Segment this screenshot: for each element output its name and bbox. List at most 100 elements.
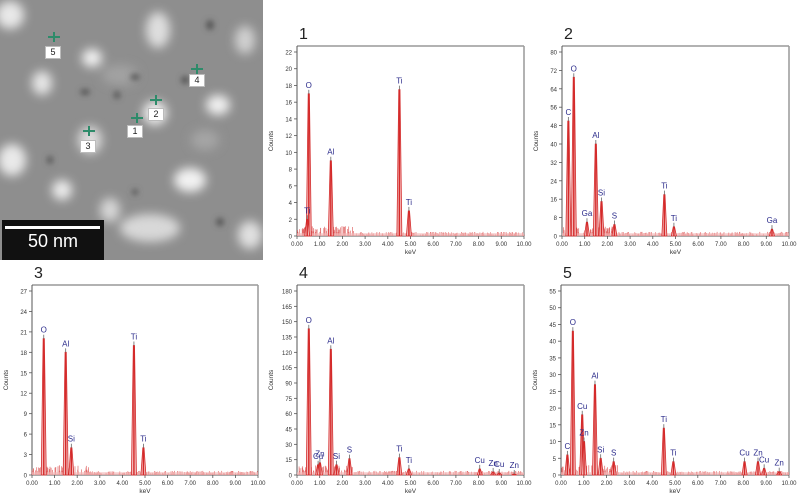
- peak-label-Al: Al: [591, 372, 598, 381]
- svg-text:48: 48: [550, 124, 557, 130]
- peak-label-Si: Si: [68, 435, 75, 444]
- svg-text:10: 10: [549, 440, 556, 446]
- svg-text:Counts: Counts: [268, 369, 275, 390]
- svg-text:14: 14: [285, 117, 292, 123]
- svg-text:135: 135: [282, 336, 293, 342]
- peak-label-Cu: Cu: [577, 402, 587, 411]
- svg-text:3.00: 3.00: [624, 242, 636, 248]
- panel-number: 2: [564, 26, 573, 43]
- panel-number: 5: [563, 265, 572, 282]
- svg-text:0: 0: [289, 474, 293, 480]
- svg-text:4.00: 4.00: [646, 481, 658, 487]
- svg-text:35: 35: [549, 356, 556, 362]
- svg-text:8: 8: [289, 168, 293, 174]
- svg-text:22: 22: [285, 51, 292, 57]
- svg-text:27: 27: [20, 290, 27, 296]
- svg-text:21: 21: [20, 330, 27, 336]
- svg-text:90: 90: [285, 382, 292, 388]
- peak-label-Cu: Cu: [759, 455, 769, 464]
- peak-label-Si: Si: [597, 445, 604, 454]
- svg-text:0.00: 0.00: [291, 481, 303, 487]
- svg-text:12: 12: [285, 134, 292, 140]
- peak-label-Ti: Ti: [304, 206, 311, 215]
- svg-text:0.00: 0.00: [291, 242, 303, 248]
- svg-text:12: 12: [20, 392, 27, 398]
- svg-text:Counts: Counts: [533, 130, 540, 151]
- svg-text:6.00: 6.00: [162, 481, 174, 487]
- peak-label-Cu: Cu: [475, 456, 485, 465]
- svg-text:72: 72: [550, 69, 557, 75]
- peak-label-Ti: Ti: [406, 456, 413, 465]
- svg-text:60: 60: [285, 412, 292, 418]
- peak-label-O: O: [306, 81, 312, 90]
- svg-text:5.00: 5.00: [669, 481, 681, 487]
- svg-text:24: 24: [550, 179, 557, 185]
- svg-text:150: 150: [282, 320, 293, 326]
- svg-text:6.00: 6.00: [427, 481, 439, 487]
- svg-text:10.00: 10.00: [781, 242, 797, 248]
- svg-text:4.00: 4.00: [382, 481, 394, 487]
- svg-text:keV: keV: [670, 249, 682, 256]
- crosshair-icon: [131, 113, 143, 123]
- peak-label-Al: Al: [592, 131, 599, 140]
- svg-text:64: 64: [550, 87, 557, 93]
- svg-text:20: 20: [285, 67, 292, 73]
- crosshair-icon: [83, 126, 95, 136]
- svg-text:Counts: Counts: [532, 369, 539, 390]
- svg-text:0.00: 0.00: [556, 242, 568, 248]
- svg-text:1.00: 1.00: [578, 481, 590, 487]
- svg-text:3: 3: [24, 453, 28, 459]
- svg-text:4.00: 4.00: [382, 242, 394, 248]
- svg-text:0.00: 0.00: [26, 481, 38, 487]
- crosshair-icon: [150, 95, 162, 105]
- svg-text:8.00: 8.00: [473, 481, 485, 487]
- peak-label-Cu: Cu: [494, 460, 504, 469]
- svg-text:18: 18: [285, 84, 292, 90]
- eds-panel-4: 4 0 15 30 45 60 75 90 105 120 135 150 165 180 0.00 1.00…: [265, 263, 532, 497]
- svg-text:1.00: 1.00: [579, 242, 591, 248]
- svg-text:Counts: Counts: [3, 369, 10, 390]
- peak-label-Ti: Ti: [396, 77, 403, 86]
- peak-label-Ti: Ti: [140, 435, 147, 444]
- svg-text:8.00: 8.00: [738, 242, 750, 248]
- svg-text:6.00: 6.00: [692, 481, 704, 487]
- peak-label-Zn: Zn: [775, 459, 784, 468]
- scale-bar-label: 50 nm: [27, 231, 79, 251]
- svg-text:keV: keV: [405, 249, 417, 256]
- peak-label-O: O: [41, 326, 47, 335]
- panel-number: 4: [299, 265, 308, 282]
- eds-panel-5: 5 0 5 10 15 20 25 30 35 40 45 50 55 0.00 1.00 2.00 3.00 4…: [529, 263, 797, 497]
- svg-text:7.00: 7.00: [450, 242, 462, 248]
- svg-text:18: 18: [20, 351, 27, 357]
- svg-text:15: 15: [549, 423, 556, 429]
- eds-panel-2: 2 0 8 16 24 32 40 48 56 64 72 80 0.00 1.00 2.00 3.00 4.0…: [530, 24, 797, 258]
- svg-text:8: 8: [554, 216, 558, 222]
- peak-label-Ga: Ga: [582, 209, 593, 218]
- spectrum-plot: 0 5 10 15 20 25 30 35 40 45 50 55 0.00 1.00 2.00 3.00 4.…: [532, 284, 797, 495]
- svg-text:6.00: 6.00: [692, 242, 704, 248]
- svg-text:1.00: 1.00: [314, 242, 326, 248]
- panel-number: 1: [299, 26, 308, 43]
- svg-text:4: 4: [289, 201, 293, 207]
- scale-bar-line: [5, 226, 100, 229]
- svg-text:5.00: 5.00: [670, 242, 682, 248]
- svg-text:30: 30: [549, 373, 556, 379]
- peak-label-Ti: Ti: [406, 198, 413, 207]
- svg-text:2.00: 2.00: [337, 481, 349, 487]
- svg-text:40: 40: [549, 340, 556, 346]
- peak-label-Al: Al: [327, 148, 334, 157]
- svg-text:8.00: 8.00: [738, 481, 750, 487]
- svg-text:0: 0: [554, 235, 558, 241]
- svg-text:120: 120: [282, 351, 293, 357]
- peak-label-Cu: Cu: [739, 449, 749, 458]
- svg-text:105: 105: [282, 366, 293, 372]
- peak-label-Zn: Zn: [579, 429, 588, 438]
- peak-label-Al: Al: [62, 339, 69, 348]
- svg-text:1.00: 1.00: [49, 481, 61, 487]
- svg-text:5: 5: [553, 457, 557, 463]
- svg-text:2.00: 2.00: [71, 481, 83, 487]
- svg-text:180: 180: [282, 290, 293, 296]
- svg-text:16: 16: [285, 101, 292, 107]
- peak-label-Ti: Ti: [396, 445, 403, 454]
- svg-text:6.00: 6.00: [427, 242, 439, 248]
